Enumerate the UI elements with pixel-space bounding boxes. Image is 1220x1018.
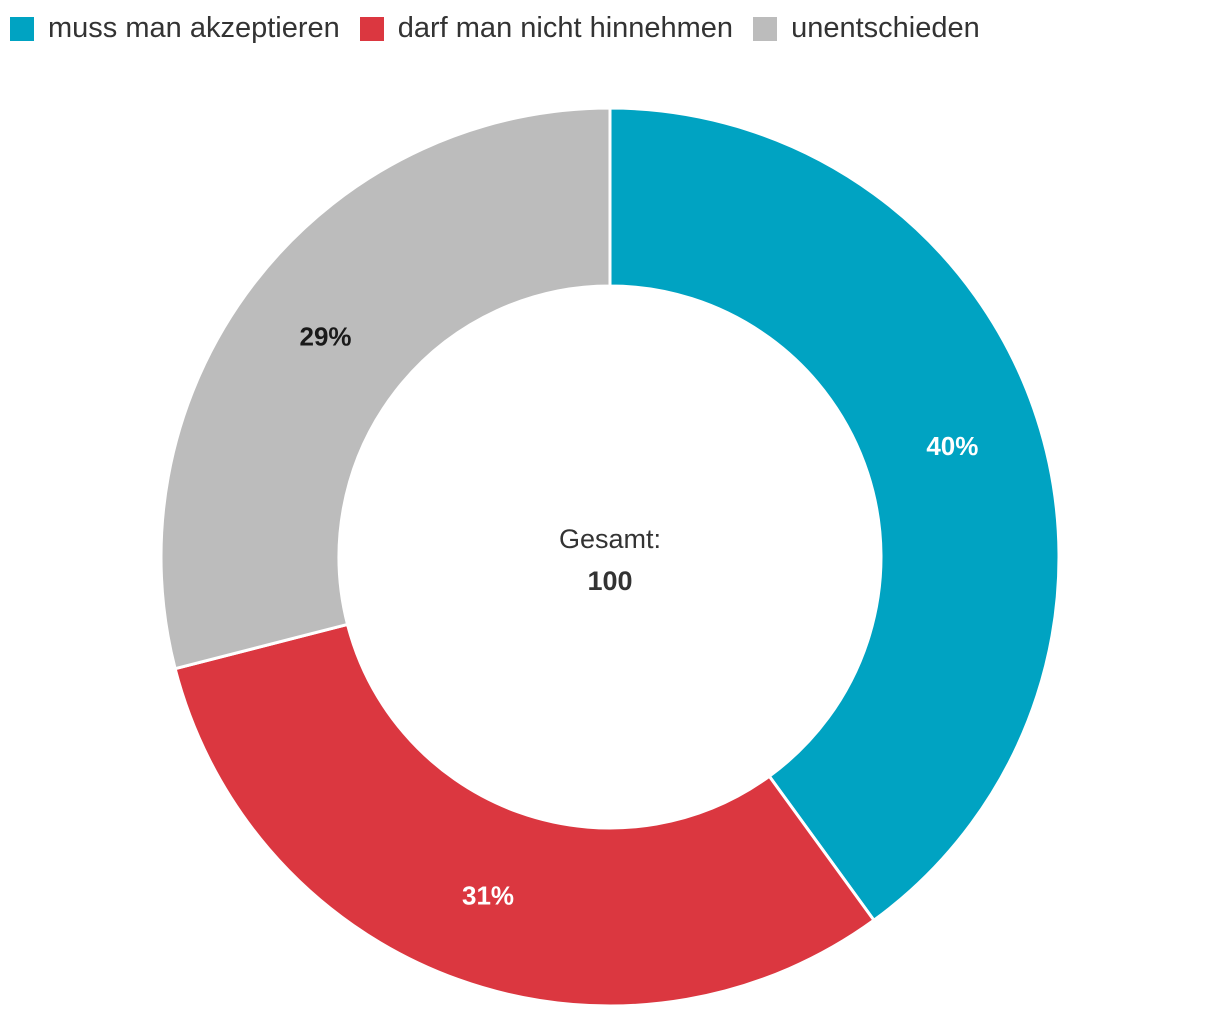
legend-swatch-unentschieden [753, 16, 778, 41]
slice-unentschieden[interactable] [159, 106, 612, 671]
legend: muss man akzeptieren darf man nicht hinn… [10, 12, 1000, 45]
legend-swatch-muss-man-akzeptieren [10, 16, 34, 41]
donut-slices [159, 106, 1061, 1008]
slice-label-muss-man-akzeptieren: 40% [926, 431, 978, 461]
legend-label-unentschieden: unentschieden [791, 12, 980, 44]
slice-label-darf-man-nicht-hinnehmen: 31% [462, 881, 514, 911]
legend-swatch-darf-man-nicht-hinnehmen [359, 16, 384, 41]
slice-darf-man-nicht-hinnehmen[interactable] [173, 622, 877, 1008]
legend-item-muss-man-akzeptieren[interactable]: muss man akzeptieren [10, 12, 340, 45]
slice-muss-man-akzeptieren[interactable] [608, 106, 1061, 923]
center-label: Gesamt: [559, 524, 661, 554]
slice-labels: 40% 31% 29% [300, 321, 979, 910]
slice-label-unentschieden: 29% [300, 321, 352, 351]
legend-item-darf-man-nicht-hinnehmen[interactable]: darf man nicht hinnehmen [359, 12, 734, 45]
legend-item-unentschieden[interactable]: unentschieden [753, 12, 980, 45]
center-value: 100 [587, 566, 632, 596]
legend-label-darf-man-nicht-hinnehmen: darf man nicht hinnehmen [397, 12, 734, 44]
legend-label-muss-man-akzeptieren: muss man akzeptieren [48, 12, 340, 44]
